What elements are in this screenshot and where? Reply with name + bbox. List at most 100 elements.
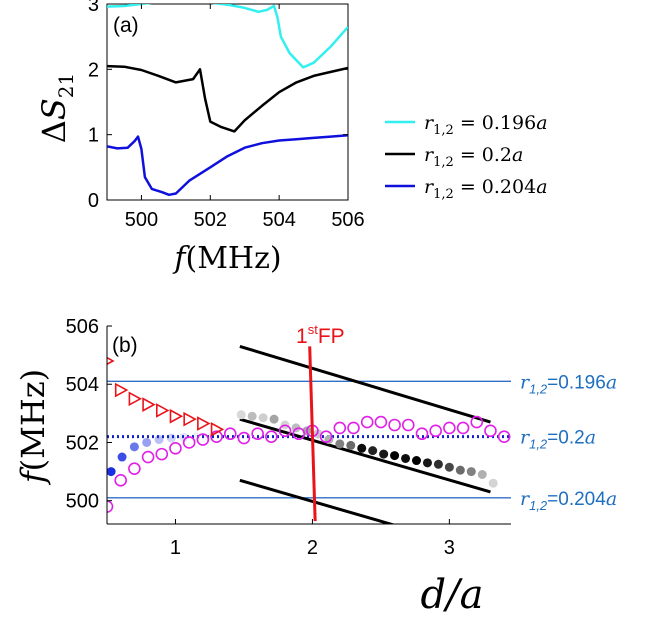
gray-dot-12 <box>368 446 378 456</box>
gray-dot-22 <box>477 470 487 479</box>
magenta-circle-7 <box>196 433 210 446</box>
panel-b-ytick-label-3: 506 <box>66 316 99 338</box>
panel-b-xlabel: d/a <box>421 572 484 618</box>
reference-label-1: r1,2=0.2a <box>520 427 596 452</box>
gray-dot-11 <box>357 443 367 453</box>
gray-dots <box>236 410 498 488</box>
magenta-circle-11 <box>251 427 264 441</box>
magenta-circle-10 <box>237 431 251 445</box>
black-fit-lines <box>239 344 491 524</box>
red-triangle-8 <box>210 422 225 437</box>
panel-a-ytick-label-1: 1 <box>88 125 99 147</box>
magenta-circle-26 <box>456 421 470 435</box>
magenta-circle-19 <box>360 415 374 429</box>
panel-a-ytick-label-3: 3 <box>88 0 99 16</box>
red-triangle-1 <box>114 382 129 398</box>
svg-text:ΔS21: ΔS21 <box>35 73 78 143</box>
magenta-circle-13 <box>278 424 292 438</box>
first-fp-line <box>308 346 317 522</box>
panel-a-ylabel-sub: 21 <box>54 73 78 98</box>
panel-b-xtick-label-1: 2 <box>307 537 318 559</box>
red-triangle-7 <box>197 416 211 431</box>
reference-label-0: r1,2=0.196a <box>520 371 617 396</box>
gray-dot-2 <box>258 413 268 423</box>
red-triangles <box>107 356 225 437</box>
black-line-0 <box>239 344 491 424</box>
gray-dot-1 <box>247 411 257 421</box>
magenta-circle-24 <box>429 424 442 438</box>
red-triangle-6 <box>183 411 197 427</box>
panel-a-xtick-label-3: 506 <box>331 209 364 231</box>
gray-dot-23 <box>488 478 498 488</box>
gray-dot-19 <box>444 462 454 472</box>
magenta-circle-2 <box>128 462 141 475</box>
panel-b-ytick-label-1: 502 <box>66 432 99 454</box>
panel-b-xtick-label-0: 1 <box>170 537 181 559</box>
panel-b-ytick-label-0: 500 <box>66 491 99 513</box>
red-triangle-3 <box>142 397 156 412</box>
blue-dot-6 <box>179 432 189 442</box>
panel-a-x-ticks: 500 502 504 506 <box>125 4 365 231</box>
magenta-circle-28 <box>484 424 497 438</box>
svg-text:f(MHz): f(MHz) <box>14 369 52 485</box>
magenta-circle-4 <box>155 447 169 461</box>
panel-b-x-ticks: 1 2 3 <box>170 519 455 559</box>
panel-b-ylabel: f(MHz) <box>14 369 52 485</box>
magenta-circle-25 <box>443 421 456 435</box>
panel-b-xtick-label-2: 3 <box>444 537 455 559</box>
legend-label-1: r1,2 = 0.2a <box>424 144 523 170</box>
magenta-circle-12 <box>265 430 278 443</box>
panel-a: 500 502 504 506 0 1 2 3 (a) ΔS21 f(MHz) <box>35 0 365 276</box>
gray-dot-15 <box>401 453 411 463</box>
gray-dot-14 <box>390 451 400 461</box>
panel-a-series-line-0 <box>107 4 348 69</box>
gray-dot-9 <box>335 439 345 449</box>
legend: r1,2 = 0.196a r1,2 = 0.2a r1,2 = 0.204a <box>385 112 548 202</box>
fp-label: 1stFP <box>296 322 345 348</box>
panel-a-xtick-label-1: 502 <box>194 209 227 231</box>
panel-a-label: (a) <box>113 14 139 37</box>
magenta-circle-27 <box>470 415 484 429</box>
gray-dot-17 <box>422 458 432 468</box>
magenta-circle-20 <box>374 415 388 429</box>
magenta-circle-22 <box>401 418 415 432</box>
reference-label-2: r1,2=0.204a <box>520 488 617 513</box>
panel-b-label: (b) <box>112 334 138 357</box>
fp-line <box>308 346 317 522</box>
red-triangle-2 <box>128 391 143 407</box>
panel-a-ylabel-delta: Δ <box>35 120 73 143</box>
blue-dot-5 <box>166 433 176 443</box>
red-triangle-5 <box>169 408 184 424</box>
panel-a-xlabel: f(MHz) <box>172 241 281 276</box>
blue-dot-3 <box>142 437 152 447</box>
magenta-circle-18 <box>347 421 360 435</box>
gray-dot-13 <box>379 449 389 459</box>
blue-dot-4 <box>154 435 164 445</box>
magenta-circles <box>107 415 511 513</box>
panel-a-series-line-1 <box>107 64 348 133</box>
blue-dot-2 <box>129 442 139 452</box>
blue-dots <box>107 432 213 477</box>
panel-a-ylabel-s: S <box>35 98 73 120</box>
reference-lines <box>107 380 511 499</box>
reference-line-labels: r1,2=0.196a r1,2=0.2a r1,2=0.204a <box>520 371 617 512</box>
panel-b-y-ticks: 500 502 504 506 <box>66 316 112 513</box>
magenta-circle-3 <box>141 450 155 464</box>
magenta-circle-9 <box>223 427 237 441</box>
magenta-circle-6 <box>182 436 196 449</box>
black-line-2 <box>239 478 396 524</box>
panel-a-ytick-label-2: 2 <box>88 59 99 81</box>
magenta-circle-1 <box>114 474 127 487</box>
panel-a-ytick-label-0: 0 <box>88 190 99 212</box>
gray-dot-18 <box>433 459 443 469</box>
magenta-circle-23 <box>415 427 429 441</box>
gray-dot-21 <box>466 467 476 477</box>
panel-b-ytick-label-2: 504 <box>66 374 99 396</box>
blue-dot-1 <box>117 452 127 462</box>
gray-dot-20 <box>455 465 465 475</box>
black-line-1 <box>239 417 491 494</box>
magenta-circle-21 <box>388 418 401 432</box>
panel-a-ylabel: ΔS21 <box>35 73 78 143</box>
